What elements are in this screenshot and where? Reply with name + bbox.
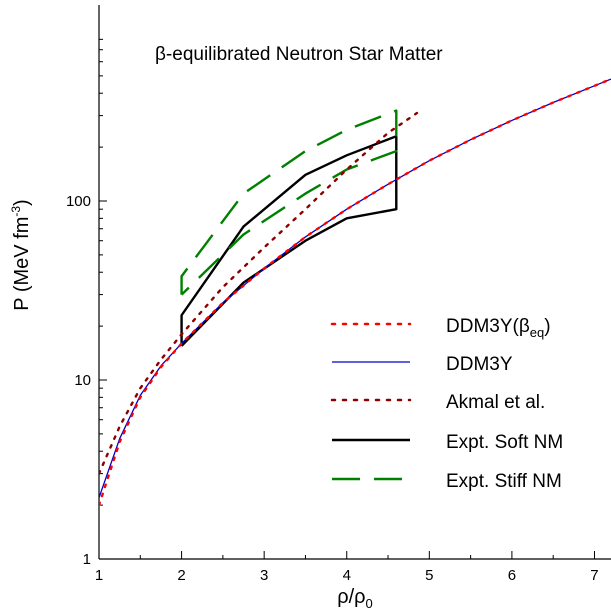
y-tick-label: 100 (66, 193, 91, 210)
y-tick-label: 10 (74, 372, 91, 389)
x-tick-label: 2 (177, 567, 185, 584)
legend-item-ddm3y: DDM3Y (332, 354, 513, 375)
x-tick-label: 3 (260, 567, 268, 584)
chart-title: β-equilibrated Neutron Star Matter (155, 44, 443, 65)
series-layer (99, 77, 611, 507)
y-axis-ticks: 1 10 100 (66, 38, 107, 568)
legend-item-stiff-nm: Expt. Stiff NM (332, 471, 562, 492)
series-line-ddm3y-eq (99, 77, 611, 507)
x-axis-label-subscript: 0 (366, 596, 373, 608)
legend-item-ddm3y-beq: DDM3Y(βeq) (330, 316, 551, 340)
x-tick-label: 6 (508, 567, 516, 584)
x-axis-label: ρ/ρ0 (337, 586, 373, 608)
y-axis-label: P (MeV fm-3) (9, 199, 33, 310)
legend-label-soft-nm: Expt. Soft NM (446, 432, 563, 453)
y-axis-label-superscript: -3 (9, 206, 23, 217)
x-tick-label: 1 (95, 567, 103, 584)
legend-label-ddm3y-beq: DDM3Y(βeq) (446, 316, 551, 340)
legend-item-akmal: Akmal et al. (330, 392, 545, 413)
y-tick-label: 1 (83, 551, 91, 568)
x-axis-ticks: 1 2 3 4 5 6 7 (95, 551, 599, 584)
legend-item-soft-nm: Expt. Soft NM (332, 432, 563, 453)
series-line-expt-soft-nm (180, 135, 398, 347)
x-tick-label: 7 (590, 567, 598, 584)
legend-label-akmal: Akmal et al. (446, 392, 545, 413)
x-tick-label: 4 (343, 567, 351, 584)
legend-label-stiff-nm: Expt. Stiff NM (446, 471, 562, 492)
legend: DDM3Y(βeq) DDM3Y Akmal et al. Expt. Soft… (330, 316, 563, 492)
series-line-akmal-et-al (99, 111, 419, 475)
x-tick-label: 5 (425, 567, 433, 584)
legend-label-ddm3y: DDM3Y (446, 354, 513, 375)
series-line-expt-stiff-nm (180, 109, 398, 296)
